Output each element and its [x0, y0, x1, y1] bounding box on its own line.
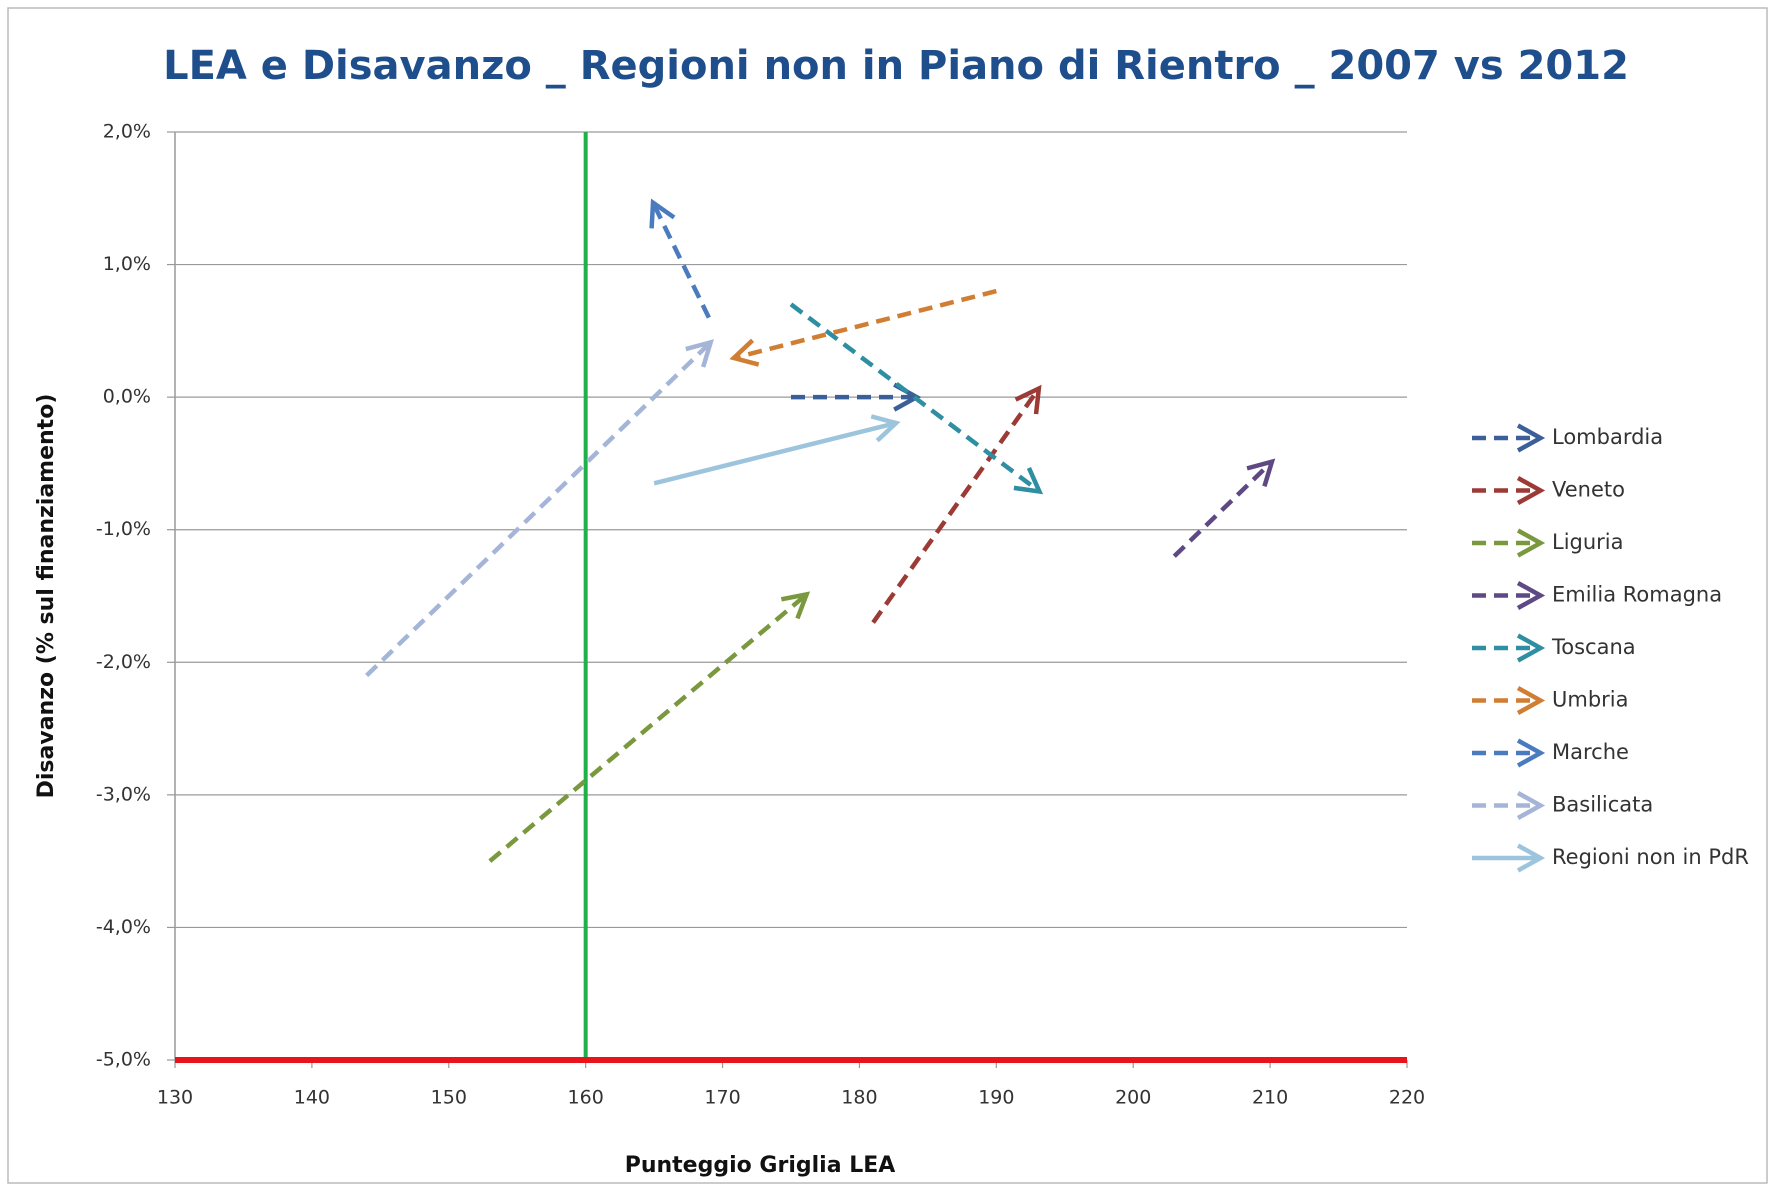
- x-tick-label: 210: [1252, 1087, 1288, 1109]
- legend-label: Regioni non in PdR: [1552, 845, 1749, 869]
- x-tick-label: 170: [704, 1087, 740, 1109]
- x-tick-label: 140: [294, 1087, 330, 1109]
- x-tick-label: 180: [841, 1087, 877, 1109]
- x-tick-label: 190: [978, 1087, 1014, 1109]
- series-arrow: [871, 384, 1042, 624]
- x-tick-label: 220: [1389, 1087, 1425, 1109]
- series-arrow: [653, 414, 901, 486]
- x-tick-label: 200: [1115, 1087, 1151, 1109]
- y-tick-label: 2,0%: [103, 121, 151, 143]
- x-axis-label: Punteggio Griglia LEA: [625, 1153, 896, 1178]
- x-tick-label: 150: [431, 1087, 467, 1109]
- x-tick-label: 130: [157, 1087, 193, 1109]
- series-arrow: [1172, 458, 1276, 558]
- legend-label: Veneto: [1552, 478, 1625, 502]
- y-tick-label: 0,0%: [103, 386, 151, 408]
- y-tick-label: -1,0%: [96, 518, 151, 540]
- series-arrow: [729, 288, 997, 367]
- legend-label: Toscana: [1551, 635, 1636, 659]
- legend-label: Emilia Romagna: [1552, 583, 1722, 607]
- legend-label: Basilicata: [1552, 793, 1653, 817]
- series-arrow: [365, 339, 714, 678]
- legend-label: Marche: [1552, 740, 1629, 764]
- legend-label: Umbria: [1552, 688, 1629, 712]
- y-tick-label: -2,0%: [96, 651, 151, 673]
- x-tick-label: 160: [568, 1087, 604, 1109]
- y-tick-label: -4,0%: [96, 916, 151, 938]
- series-arrow: [488, 591, 811, 863]
- y-axis-label: Disavanzo (% sul finanziamento): [34, 394, 59, 799]
- chart-title: LEA e Disavanzo _ Regioni non in Piano d…: [163, 43, 1629, 89]
- y-tick-label: 1,0%: [103, 253, 151, 275]
- y-tick-label: -3,0%: [96, 783, 151, 805]
- legend-label: Liguria: [1552, 530, 1624, 554]
- legend-label: Lombardia: [1552, 425, 1663, 449]
- y-tick-label: -5,0%: [96, 1049, 151, 1071]
- series-arrow: [789, 302, 1044, 495]
